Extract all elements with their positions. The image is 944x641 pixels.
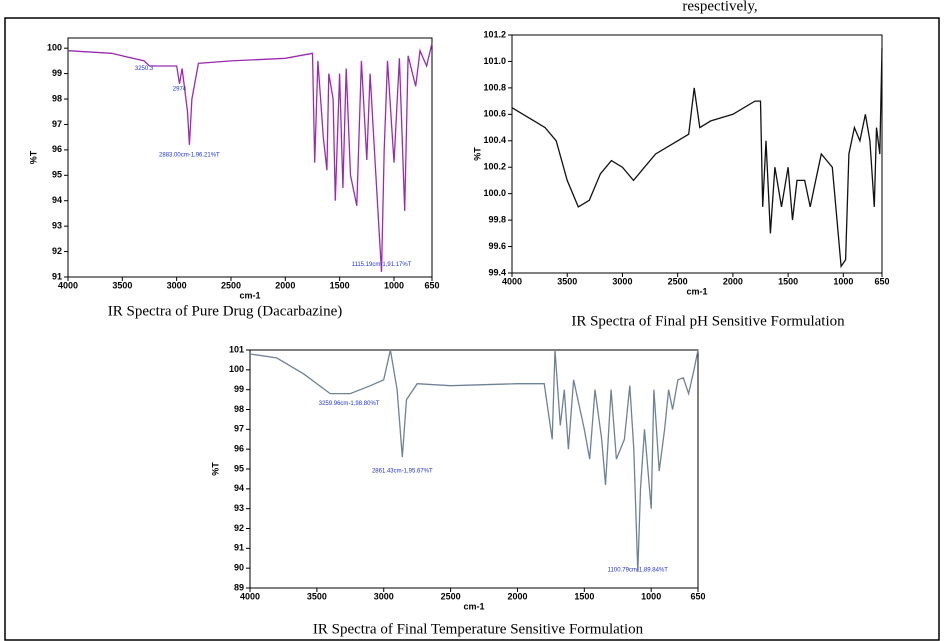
x-tick-label: 1000 <box>641 591 661 601</box>
y-tick-label: 99 <box>52 68 62 78</box>
x-tick-label: 3500 <box>112 280 132 290</box>
x-tick-label: 1500 <box>778 276 798 286</box>
x-tick-label: 2000 <box>723 276 743 286</box>
x-tick-label: 3000 <box>612 276 632 286</box>
y-tick-label: 94 <box>52 195 62 205</box>
x-tick-label: 3000 <box>374 591 394 601</box>
x-tick-label: 3500 <box>307 591 327 601</box>
y-tick-label: 99.8 <box>488 214 506 224</box>
x-tick-label: 2500 <box>221 280 241 290</box>
y-tick-label: 100.0 <box>483 188 506 198</box>
y-axis-label: %T <box>472 147 482 161</box>
y-axis-label: %T <box>210 462 220 476</box>
y-tick-label: 93 <box>52 221 62 231</box>
top-text: respectively, <box>682 0 757 14</box>
y-tick-label: 100 <box>47 43 62 53</box>
caption: IR Spectra of Final Temperature Sensitiv… <box>313 621 644 637</box>
y-tick-label: 89 <box>234 582 244 592</box>
y-tick-label: 99.6 <box>488 241 506 251</box>
y-tick-label: 100.4 <box>483 135 506 145</box>
x-tick-label: 4000 <box>502 276 522 286</box>
y-tick-label: 90 <box>234 563 244 573</box>
y-tick-label: 91 <box>52 271 62 281</box>
y-tick-label: 99 <box>234 384 244 394</box>
x-tick-label: 2500 <box>668 276 688 286</box>
y-tick-label: 92 <box>234 523 244 533</box>
x-axis-label: cm-1 <box>686 286 707 296</box>
annotation: 3259.96cm-1,98.80%T <box>319 401 380 407</box>
y-tick-label: 100 <box>229 364 244 374</box>
y-tick-label: 97 <box>52 119 62 129</box>
x-tick-label: 650 <box>874 276 889 286</box>
annotation: 2974 <box>173 86 187 92</box>
x-tick-label: 3500 <box>557 276 577 286</box>
x-tick-label: 650 <box>424 280 439 290</box>
x-tick-label: 1500 <box>330 280 350 290</box>
x-tick-label: 650 <box>690 591 705 601</box>
plot-area <box>511 34 883 274</box>
annotation: 2883.00cm-1,96.21%T <box>159 153 220 159</box>
x-tick-label: 4000 <box>240 591 260 601</box>
y-tick-label: 91 <box>234 543 244 553</box>
y-tick-label: 96 <box>52 144 62 154</box>
y-tick-label: 93 <box>234 503 244 513</box>
spectrum-line <box>249 349 699 573</box>
y-tick-label: 92 <box>52 246 62 256</box>
x-tick-label: 1500 <box>574 591 594 601</box>
y-tick-label: 95 <box>52 170 62 180</box>
y-tick-label: 94 <box>234 483 244 493</box>
frame <box>4 17 940 641</box>
y-tick-label: 100.8 <box>483 82 506 92</box>
x-tick-label: 2500 <box>441 591 461 601</box>
annotation: 3250.3 <box>135 66 154 72</box>
x-tick-label: 1000 <box>833 276 853 286</box>
x-axis-label: cm-1 <box>463 601 484 611</box>
plot-area <box>249 349 699 589</box>
x-tick-label: 1000 <box>384 280 404 290</box>
spectrum-line <box>511 48 883 269</box>
y-tick-label: 101.2 <box>483 29 506 39</box>
spectrum-line <box>67 42 433 272</box>
y-tick-label: 98 <box>52 93 62 103</box>
y-axis-label: %T <box>28 150 38 164</box>
x-tick-label: 2000 <box>507 591 527 601</box>
x-tick-label: 4000 <box>58 280 78 290</box>
y-tick-label: 101 <box>229 344 244 354</box>
caption: IR Spectra of Pure Drug (Dacarbazine) <box>108 303 342 319</box>
x-tick-label: 2000 <box>275 280 295 290</box>
annotation: 1115.19cm-1,91.17%T <box>352 262 412 268</box>
x-axis-label: cm-1 <box>239 290 260 300</box>
y-tick-label: 95 <box>234 463 244 473</box>
y-tick-label: 96 <box>234 444 244 454</box>
x-tick-label: 3000 <box>167 280 187 290</box>
annotation: 2861.43cm-1,95.67%T <box>372 469 433 475</box>
caption: IR Spectra of Final pH Sensitive Formula… <box>571 313 845 329</box>
annotation: 1100.79cm-1,89.84%T <box>608 568 669 574</box>
y-tick-label: 97 <box>234 424 244 434</box>
y-tick-label: 98 <box>234 404 244 414</box>
y-tick-label: 101.0 <box>483 56 506 66</box>
y-tick-label: 100.2 <box>483 162 506 172</box>
plot-area <box>67 37 433 278</box>
y-tick-label: 100.6 <box>483 109 506 119</box>
y-tick-label: 99.4 <box>488 267 506 277</box>
